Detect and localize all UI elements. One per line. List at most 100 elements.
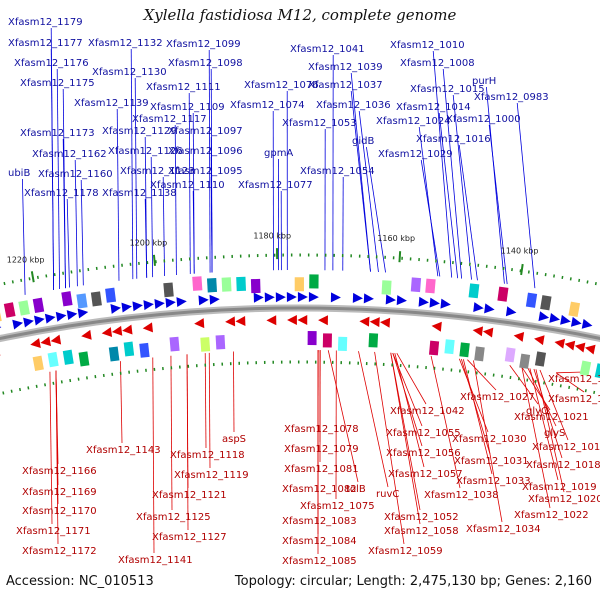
reverse-leader-line	[535, 369, 565, 493]
reverse-gene-label: Xfasm12_1083	[282, 516, 357, 527]
map-title: Xylella fastidiosa M12, complete genome	[143, 6, 457, 24]
forward-gene-label: Xfasm12_1041	[290, 44, 365, 55]
forward-leader-line	[134, 77, 138, 279]
reverse-gene-label: Xfasm12_1081	[284, 464, 359, 475]
reverse-gene-label: Xfasm12_1172	[22, 546, 97, 557]
reverse-gene-label: Xfasm12_1079	[284, 444, 359, 455]
reverse-gene-label: Xfasm12_1017	[532, 442, 600, 453]
reverse-gene-label: Xfasm12_1033	[456, 476, 531, 487]
reverse-gene-arrow	[50, 334, 62, 345]
label-leader-lines	[22, 27, 585, 555]
forward-gene-label: Xfasm12_1054	[300, 166, 375, 177]
reverse-feature-box	[428, 340, 440, 356]
forward-feature-box	[76, 293, 88, 309]
forward-leader-line	[432, 50, 453, 278]
forward-gene-label: purH	[472, 76, 496, 87]
forward-gene-arrow	[198, 295, 209, 306]
reverse-leader-line	[396, 353, 427, 405]
forward-leader-line	[50, 48, 55, 290]
reverse-gene-label: Xfasm12_1034	[466, 524, 541, 535]
reverse-gene-arrow	[101, 327, 113, 338]
forward-gene-label: Xfasm12_1138	[102, 188, 177, 199]
forward-feature-box	[163, 282, 174, 298]
reverse-gene-label: Xfasm12_1078	[284, 424, 359, 435]
reverse-gene-arrow	[235, 316, 246, 327]
forward-gene-label: Xfasm12_1111	[146, 82, 221, 93]
reverse-gene-label: Xfasm12_1125	[136, 512, 211, 523]
reverse-gene-label: Xfasm12_1030	[452, 434, 527, 445]
reverse-gene-label: tolB	[346, 484, 366, 495]
forward-gene-arrow	[165, 298, 176, 308]
reverse-leader-line	[390, 352, 421, 525]
reverse-gene-label: Xfasm12_1042	[390, 406, 465, 417]
forward-gene-arrow	[560, 314, 571, 325]
reverse-leader-line	[186, 354, 189, 531]
reverse-gene-arrow	[564, 340, 576, 351]
forward-leader-line	[438, 112, 459, 279]
forward-gene-label: Xfasm12_1014	[396, 102, 471, 113]
reverse-leader-line	[204, 353, 207, 449]
reverse-gene-arrow	[574, 342, 586, 353]
reverse-leader-line	[529, 368, 559, 481]
forward-leader-line	[22, 178, 26, 295]
forward-feature-box	[540, 295, 552, 311]
reverse-leader-line	[555, 372, 585, 393]
forward-gene-arrow	[440, 298, 451, 309]
forward-gene-label: Xfasm12_1016	[416, 134, 491, 145]
forward-leader-line	[458, 144, 478, 281]
tick-label: 1200 kbp	[130, 238, 168, 247]
forward-gene-label: Xfasm12_1095	[168, 166, 243, 177]
forward-leader-line	[66, 198, 70, 288]
reverse-gene-label: Xfasm12_1059	[368, 546, 443, 557]
reverse-leader-line	[521, 366, 551, 411]
reverse-feature-box	[78, 351, 90, 367]
forward-leader-line	[452, 94, 472, 280]
forward-gene-arrow	[77, 308, 89, 319]
reverse-leader-line	[327, 350, 359, 483]
forward-gene-arrow	[308, 292, 319, 303]
reverse-gene-arrow	[472, 326, 484, 337]
forward-gene-label: Xfasm12_1117	[132, 114, 207, 125]
reverse-gene-arrow	[111, 325, 123, 336]
reverse-leader-line	[460, 358, 491, 455]
forward-gene-label: Xfasm12_1015	[410, 84, 485, 95]
reverse-gene-arrow	[287, 315, 297, 326]
tick-mark	[398, 251, 402, 263]
forward-leader-line	[174, 124, 177, 276]
forward-feature-box	[61, 291, 73, 307]
forward-feature-box	[381, 280, 392, 295]
reverse-leader-line	[233, 351, 235, 433]
forward-gene-label: Xfasm12_1130	[92, 67, 167, 78]
reverse-feature-box	[534, 351, 547, 367]
reverse-gene-arrow	[482, 327, 494, 338]
tick-label: 1220 kbp	[7, 255, 45, 264]
reverse-leader-line	[509, 365, 539, 405]
forward-gene-label: Xfasm12_1037	[308, 80, 383, 91]
reverse-leader-line	[358, 351, 389, 488]
topology-summary: Topology: circular; Length: 2,475,130 bp…	[234, 574, 592, 589]
reverse-leader-line	[374, 351, 405, 545]
forward-gene-label: Xfasm12_1109	[150, 102, 225, 113]
accession-text: Accession: NC_010513	[6, 574, 154, 589]
forward-gene-arrow	[570, 316, 582, 327]
forward-feature-box	[525, 292, 538, 308]
reverse-feature-box	[123, 341, 135, 357]
reverse-leader-line	[208, 352, 211, 469]
forward-feature-box	[206, 277, 218, 293]
forward-gene-label: Xfasm12_1099	[166, 39, 241, 50]
reverse-gene-label: Xfasm12_1170	[22, 506, 97, 517]
forward-gene-label: ubiB	[8, 168, 30, 179]
reverse-leader-line	[533, 368, 563, 459]
forward-gene-label: Xfasm12_1053	[282, 118, 357, 129]
forward-leader-line	[442, 68, 463, 279]
forward-gene-label: Xfasm12_1077	[238, 180, 313, 191]
forward-leader-line	[488, 124, 508, 285]
forward-gene-label: Xfasm12_1029	[378, 149, 453, 160]
tick-label: 1160 kbp	[377, 234, 415, 243]
tick-label: 1180 kbp	[253, 231, 291, 240]
forward-gene-label: Xfasm12_1036	[316, 100, 391, 111]
reverse-gene-label: Xfasm12_1011	[548, 394, 600, 405]
forward-gene-arrow	[55, 311, 67, 322]
reverse-gene-arrow	[359, 316, 370, 327]
